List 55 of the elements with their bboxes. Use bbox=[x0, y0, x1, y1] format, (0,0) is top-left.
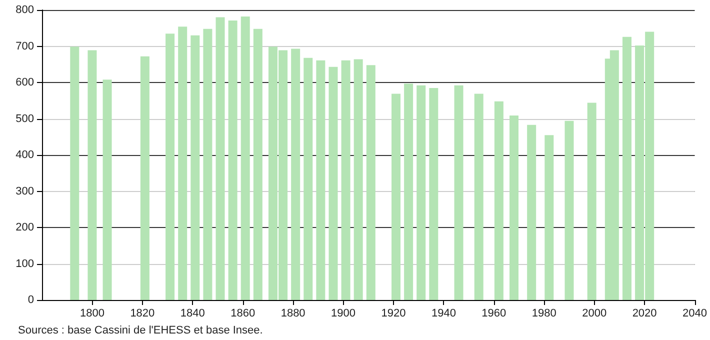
bar bbox=[140, 56, 150, 300]
x-tick-label: 1960 bbox=[482, 308, 506, 320]
bar bbox=[228, 20, 238, 300]
bar bbox=[404, 84, 414, 300]
x-tick-label: 1840 bbox=[180, 308, 205, 320]
x-tick-label: 1860 bbox=[230, 308, 256, 320]
bar bbox=[203, 28, 212, 300]
bar bbox=[564, 120, 574, 300]
bar bbox=[240, 16, 250, 300]
x-tick-label: 1880 bbox=[280, 308, 306, 320]
bar bbox=[216, 17, 225, 300]
bar bbox=[354, 59, 363, 300]
x-tick-label: 1940 bbox=[431, 308, 456, 320]
bar bbox=[178, 26, 188, 300]
bar bbox=[190, 35, 200, 300]
y-tick-label: 100 bbox=[16, 258, 34, 270]
bar bbox=[510, 115, 518, 300]
bar bbox=[416, 85, 426, 300]
bar bbox=[527, 124, 536, 300]
bar bbox=[316, 60, 326, 300]
y-tick-label: 300 bbox=[16, 185, 34, 198]
bar bbox=[328, 66, 338, 300]
bar bbox=[474, 94, 484, 300]
bar bbox=[341, 60, 350, 300]
bar bbox=[454, 85, 464, 300]
bar bbox=[392, 94, 400, 300]
x-tick-label: 1920 bbox=[381, 308, 406, 320]
bar bbox=[70, 46, 80, 300]
x-tick-label: 2020 bbox=[632, 308, 657, 320]
x-tick-label: 1900 bbox=[331, 308, 356, 320]
y-tick-label: 700 bbox=[16, 40, 34, 52]
bar bbox=[304, 58, 313, 300]
y-tick-label: 500 bbox=[16, 112, 34, 125]
bar bbox=[166, 34, 175, 300]
bar bbox=[494, 101, 504, 300]
x-tick-label: 1800 bbox=[80, 308, 104, 320]
x-tick-label: 1980 bbox=[532, 308, 556, 320]
bar bbox=[366, 65, 376, 300]
source-note: Sources : base Cassini de l'EHESS et base Insee. bbox=[18, 324, 263, 336]
y-tick-label: 600 bbox=[16, 76, 34, 88]
bar bbox=[622, 36, 632, 300]
y-tick-label: 800 bbox=[16, 4, 34, 16]
x-tick-label: 1820 bbox=[130, 308, 155, 320]
bar bbox=[102, 80, 112, 300]
x-tick-label: 2040 bbox=[682, 308, 708, 320]
bar bbox=[253, 28, 262, 300]
bar bbox=[544, 135, 554, 300]
y-tick-label: 0 bbox=[28, 294, 34, 306]
bar bbox=[291, 48, 300, 300]
bar bbox=[88, 50, 97, 300]
bar bbox=[587, 102, 596, 300]
y-tick-label: 400 bbox=[16, 149, 34, 161]
x-tick-label: 2000 bbox=[582, 308, 607, 320]
y-tick-label: 200 bbox=[16, 222, 34, 234]
bar bbox=[429, 88, 438, 300]
